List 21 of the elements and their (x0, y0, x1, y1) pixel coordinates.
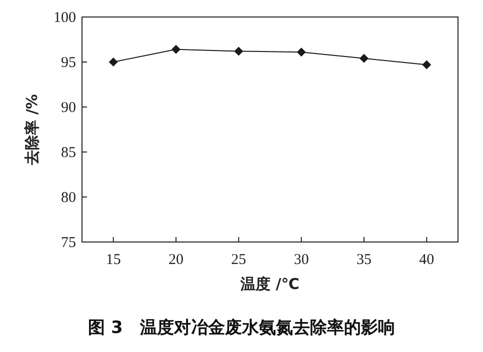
x-axis-title: 温度 /℃ (240, 275, 300, 293)
point (422, 60, 432, 70)
y-axis-title: 去除率 /% (23, 94, 41, 166)
x-tick-label: 35 (356, 252, 372, 268)
y-tick-label: 95 (61, 55, 76, 71)
y-tick-label: 100 (54, 10, 76, 26)
text: 图 3 温度对冶金废水氨氮去除率的影响 (88, 318, 395, 338)
x-tick-label: 30 (294, 252, 309, 268)
x-tick-label: 15 (106, 252, 121, 268)
point (296, 48, 306, 57)
x-tick-label: 25 (231, 252, 246, 268)
y-tick-label: 90 (61, 100, 76, 116)
x-tick-label: 40 (419, 252, 434, 268)
point (360, 54, 368, 63)
point (172, 44, 180, 54)
y-tick-label: 85 (61, 145, 76, 161)
x-tick-label: 20 (168, 252, 184, 268)
y-tick-label: 75 (61, 235, 76, 251)
y-tick-label: 80 (61, 190, 76, 206)
point (234, 46, 244, 56)
point (108, 58, 118, 66)
